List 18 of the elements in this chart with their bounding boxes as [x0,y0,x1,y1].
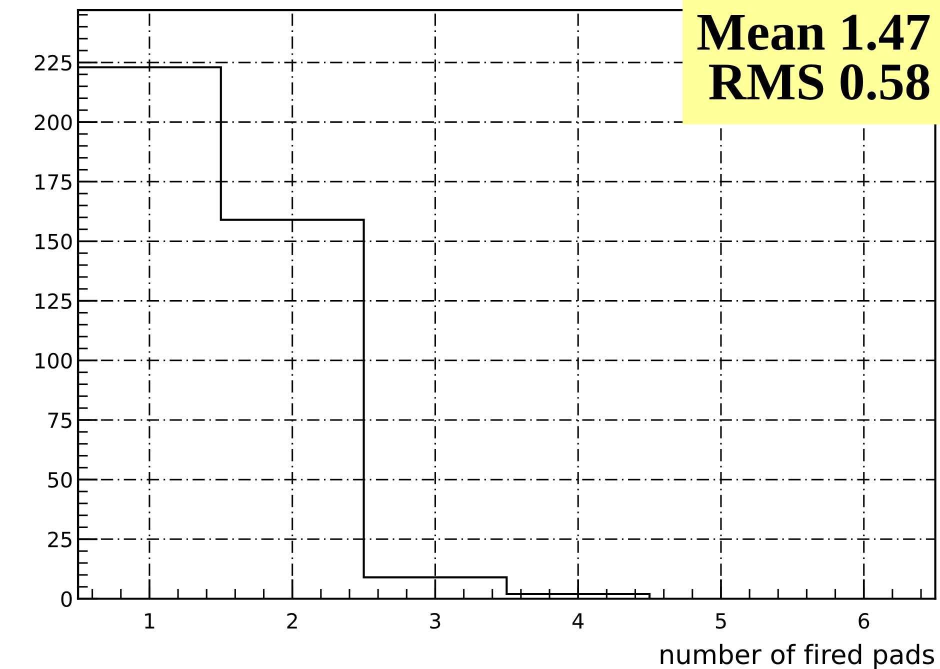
y-tick-label: 0 [61,591,72,607]
y-tick-label: 150 [36,234,72,250]
y-tick-label: 225 [34,54,72,71]
y-tick-label: 75 [48,412,72,428]
y-tick-label: 25 [48,532,72,548]
x-tick-label: 5 [716,613,726,629]
y-tick-label: 200 [34,114,72,130]
y-tick-label: 125 [36,293,72,310]
y-tick-label: 50 [48,472,72,488]
annotation: Mean 1.47 RMS 0.58 [697,14,930,100]
x-tick-label: 4 [572,613,584,628]
y-tick-label: 100 [36,352,72,369]
y-tick-label: 175 [36,174,72,190]
x-tick-label: 3 [430,613,440,629]
x-tick-label: 2 [287,613,297,628]
x-axis-title: number of fired pads [660,644,934,669]
x-tick-label: 1 [145,613,154,628]
x-tick-label: 6 [858,613,870,629]
